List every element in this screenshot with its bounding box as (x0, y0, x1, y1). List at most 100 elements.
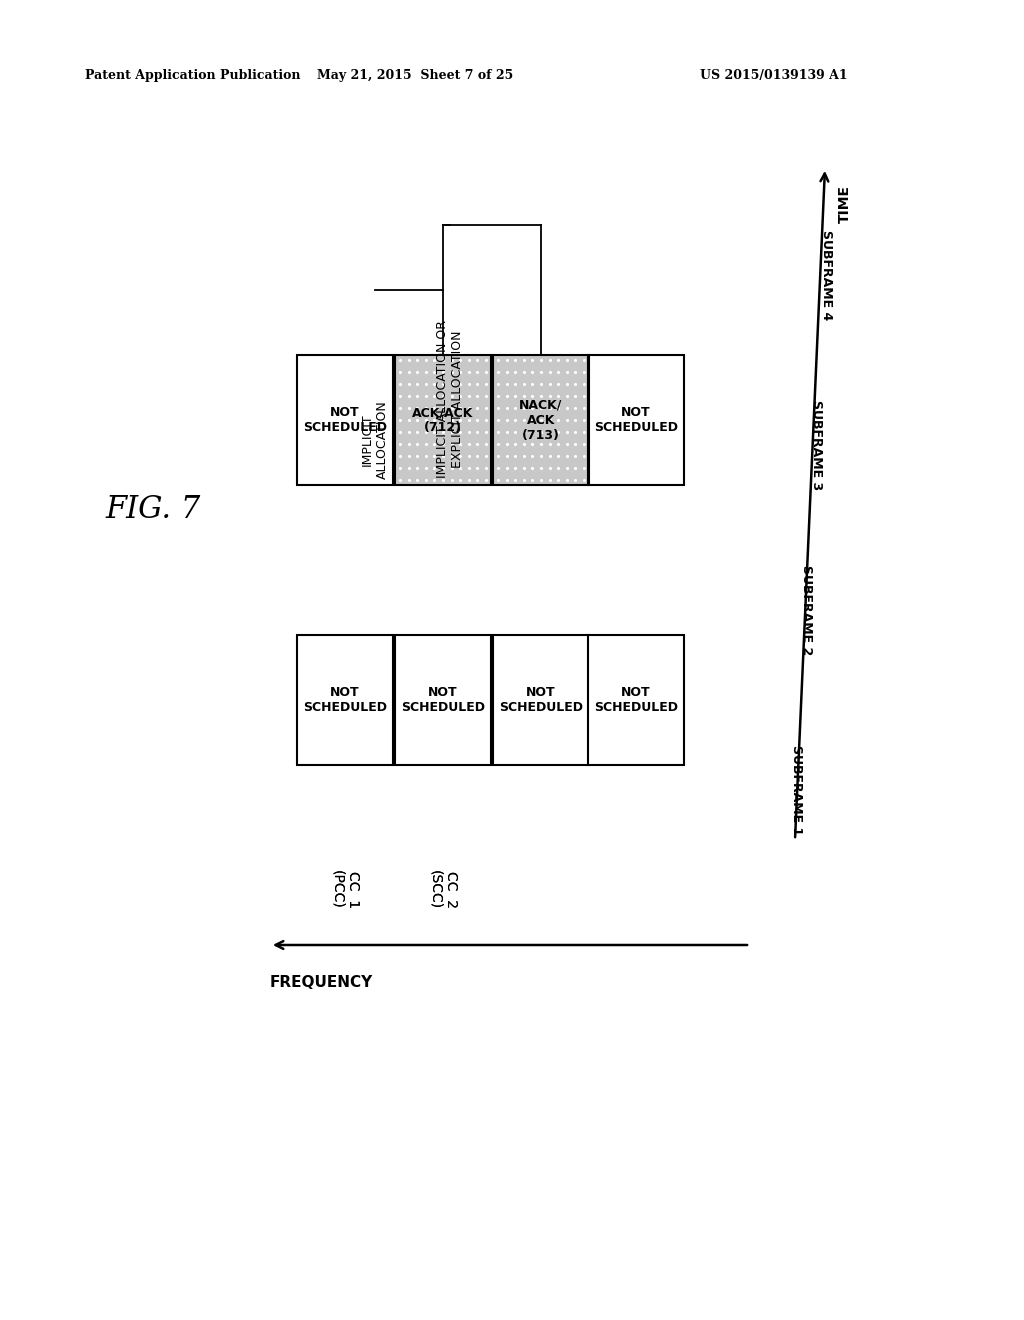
Point (452, 433, 468, 454)
Point (559, 421, 575, 442)
Point (575, 470, 592, 491)
Point (489, 433, 506, 454)
Point (532, 470, 549, 491)
Point (418, 374, 434, 395)
Point (575, 421, 592, 442)
Point (400, 385, 417, 407)
Point (559, 433, 575, 454)
Point (400, 470, 417, 491)
Point (567, 433, 584, 454)
Point (499, 421, 515, 442)
Point (443, 350, 460, 371)
Point (426, 397, 442, 418)
Point (532, 350, 549, 371)
Text: ACK/ACK
(712): ACK/ACK (712) (413, 407, 474, 434)
Point (400, 350, 417, 371)
Point (575, 433, 592, 454)
Point (489, 458, 506, 479)
Point (409, 397, 425, 418)
Point (516, 397, 532, 418)
Point (550, 362, 566, 383)
Point (452, 421, 468, 442)
Point (575, 385, 592, 407)
Point (516, 350, 532, 371)
Point (567, 421, 584, 442)
Text: FREQUENCY: FREQUENCY (270, 975, 374, 990)
Point (507, 374, 523, 395)
Point (559, 350, 575, 371)
Point (559, 362, 575, 383)
Point (426, 362, 442, 383)
Point (516, 374, 532, 395)
Point (443, 374, 460, 395)
Point (499, 362, 515, 383)
Point (507, 362, 523, 383)
Point (400, 362, 417, 383)
Point (507, 350, 523, 371)
Point (435, 470, 452, 491)
Point (435, 374, 452, 395)
Point (461, 350, 477, 371)
Point (567, 350, 584, 371)
Point (452, 397, 468, 418)
Point (461, 433, 477, 454)
Point (409, 385, 425, 407)
Point (507, 458, 523, 479)
Bar (493, 355, 589, 484)
Point (489, 374, 506, 395)
Text: IMPLICIT ALLOCATION OR
EXPLICIT ALLOCATION: IMPLICIT ALLOCATION OR EXPLICIT ALLOCATI… (436, 319, 464, 478)
Point (409, 458, 425, 479)
Text: CC  2
(SCC): CC 2 (SCC) (428, 870, 458, 909)
Text: SUBFRAME 2: SUBFRAME 2 (800, 565, 813, 655)
Point (418, 397, 434, 418)
Point (499, 397, 515, 418)
Point (409, 470, 425, 491)
Point (461, 421, 477, 442)
Point (524, 458, 541, 479)
Bar (493, 355, 589, 484)
Point (489, 409, 506, 430)
Point (452, 362, 468, 383)
Point (524, 385, 541, 407)
Point (559, 385, 575, 407)
Point (392, 374, 409, 395)
Text: NOT
SCHEDULED: NOT SCHEDULED (303, 407, 387, 434)
Text: NOT
SCHEDULED: NOT SCHEDULED (401, 686, 485, 714)
Point (567, 362, 584, 383)
Point (461, 458, 477, 479)
Point (469, 458, 485, 479)
Point (542, 374, 558, 395)
Point (461, 362, 477, 383)
Point (469, 350, 485, 371)
Point (532, 397, 549, 418)
Point (499, 458, 515, 479)
Point (443, 362, 460, 383)
Point (418, 350, 434, 371)
Point (575, 374, 592, 395)
Point (426, 421, 442, 442)
Point (507, 397, 523, 418)
Point (499, 433, 515, 454)
Point (478, 433, 495, 454)
Text: TIME: TIME (838, 185, 852, 223)
Point (443, 385, 460, 407)
Bar (588, 635, 684, 766)
Point (559, 470, 575, 491)
Point (507, 421, 523, 442)
Bar (395, 355, 490, 484)
Text: IMPLICIT
ALLOCATION: IMPLICIT ALLOCATION (361, 400, 389, 479)
Point (542, 470, 558, 491)
Point (542, 350, 558, 371)
Point (426, 433, 442, 454)
Point (461, 374, 477, 395)
Point (409, 374, 425, 395)
Text: NACK/
ACK
(713): NACK/ ACK (713) (519, 399, 562, 441)
Point (418, 409, 434, 430)
Point (489, 350, 506, 371)
Bar (297, 355, 393, 484)
Point (489, 397, 506, 418)
Point (478, 409, 495, 430)
Point (478, 397, 495, 418)
Point (524, 350, 541, 371)
Point (435, 421, 452, 442)
